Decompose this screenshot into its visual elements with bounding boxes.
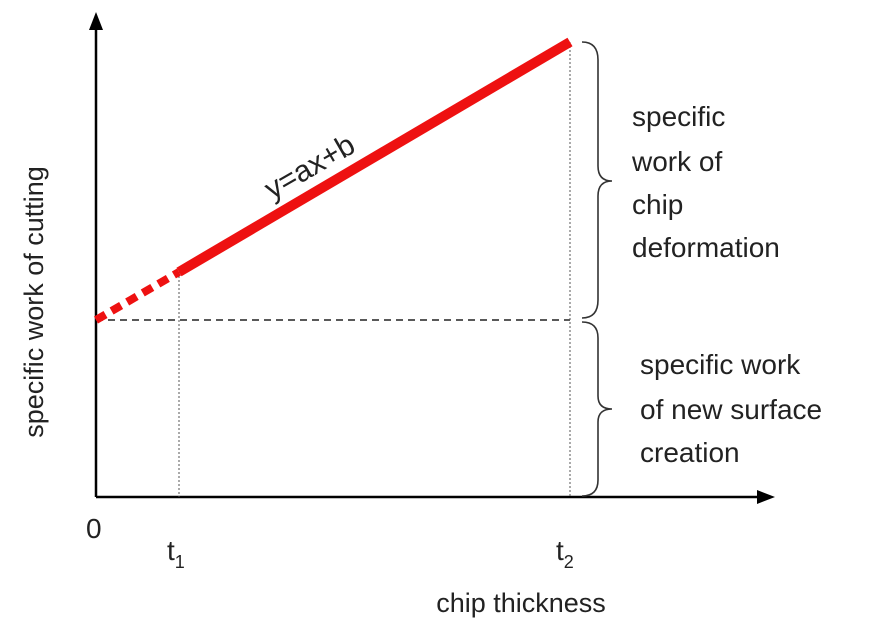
upper-brace-line-2: work of	[631, 146, 722, 177]
extrapolated-line	[93, 268, 182, 324]
t1-label: t1	[167, 535, 185, 572]
regression-line	[176, 37, 573, 277]
x-axis-arrow-icon	[757, 490, 775, 504]
t2-label: t2	[556, 535, 574, 572]
lower-brace-line-3: creation	[640, 437, 740, 468]
upper-brace-line-3: chip	[632, 189, 683, 220]
lower-brace-line-1: specific work	[640, 349, 801, 380]
t2-base: t	[556, 535, 564, 566]
lower-brace	[581, 321, 613, 497]
y-axis-arrow-icon	[89, 12, 103, 30]
origin-label: 0	[86, 513, 102, 544]
upper-brace-line-1: specific	[632, 101, 725, 132]
y-axis-label: specific work of cutting	[19, 166, 49, 438]
upper-brace-line-4: deformation	[632, 232, 780, 263]
t2-sub: 2	[564, 552, 574, 572]
x-axis-label: chip thickness	[436, 588, 606, 618]
lower-brace-line-2: of new surface	[640, 394, 822, 425]
t1-base: t	[167, 535, 175, 566]
t1-sub: 1	[175, 552, 185, 572]
upper-brace	[581, 41, 613, 319]
